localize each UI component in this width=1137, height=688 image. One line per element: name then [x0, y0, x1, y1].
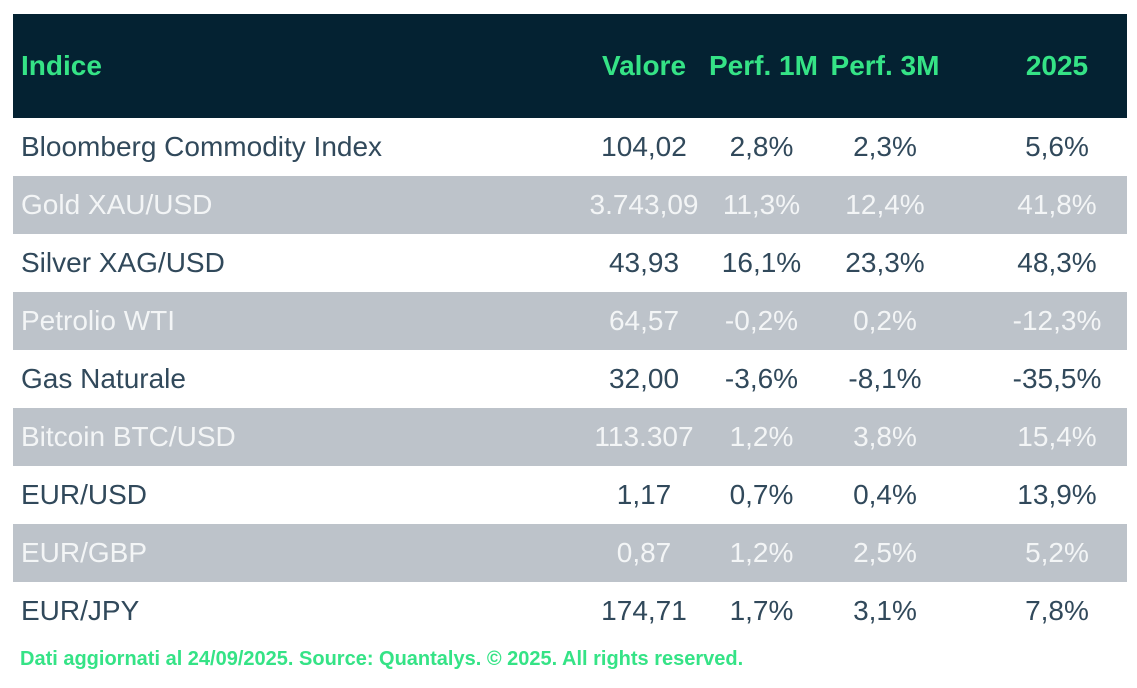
value-cell: 3.743,09 — [589, 189, 699, 220]
index-name-cell: Silver XAG/USD — [21, 247, 225, 278]
footer-note: Dati aggiornati al 24/09/2025. Source: Q… — [20, 648, 744, 670]
table-row: Petrolio WTI 64,57 -0,2% 0,2% -12,3% — [13, 292, 1127, 350]
index-name-cell: EUR/JPY — [21, 595, 140, 626]
value-cell: 1,2% — [729, 537, 794, 568]
value-cell: 12,4% — [845, 189, 925, 220]
value-cell: 7,8% — [1025, 595, 1089, 626]
value-cell: 1,2% — [729, 421, 794, 452]
column-header-indice: Indice — [21, 50, 102, 81]
value-cell: 3,8% — [853, 421, 917, 452]
table-row: Silver XAG/USD 43,93 16,1% 23,3% 48,3% — [13, 234, 1127, 292]
value-cell: -35,5% — [1012, 363, 1102, 394]
value-cell: 13,9% — [1017, 479, 1097, 510]
value-cell: 32,00 — [608, 363, 680, 394]
index-name-cell: EUR/GBP — [21, 537, 148, 568]
value-cell: 0,2% — [853, 305, 917, 336]
value-cell: 43,93 — [608, 247, 680, 278]
value-cell: 2,5% — [853, 537, 917, 568]
value-cell: 5,6% — [1025, 131, 1089, 162]
value-cell: 15,4% — [1017, 421, 1097, 452]
column-header-perf-3m: Perf. 3M — [830, 50, 940, 81]
table-row: Bloomberg Commodity Index 104,02 2,8% 2,3% 5… — [13, 118, 1127, 176]
value-cell: 5,2% — [1025, 537, 1089, 568]
value-cell: 0,87 — [616, 537, 672, 568]
value-cell: 16,1% — [721, 247, 802, 278]
value-cell: 174,71 — [601, 595, 687, 626]
table-row: EUR/USD 1,17 0,7% 0,4% 13,9% — [13, 466, 1127, 524]
index-name-cell: EUR/USD — [21, 479, 148, 510]
value-cell: -3,6% — [724, 363, 799, 394]
value-cell: -12,3% — [1012, 305, 1102, 336]
column-header-valore: Valore — [601, 50, 687, 81]
value-cell: -0,2% — [724, 305, 799, 336]
index-name-cell: Bitcoin BTC/USD — [21, 421, 236, 452]
value-cell: 2,8% — [729, 131, 794, 162]
value-cell: 1,17 — [616, 479, 672, 510]
column-header-2025: 2025 — [1025, 50, 1089, 81]
value-cell: 11,3% — [722, 189, 801, 220]
table-row: Gas Naturale 32,00 -3,6% -8,1% -35,5% — [13, 350, 1127, 408]
column-header-perf-1m: Perf. 1M — [709, 50, 818, 81]
table-row: Bitcoin BTC/USD 113.307 1,2% 3,8% 15,4% — [13, 408, 1127, 466]
index-name-cell: Bloomberg Commodity Index — [21, 131, 383, 162]
table-row: EUR/GBP 0,87 1,2% 2,5% 5,2% — [13, 524, 1127, 582]
value-cell: 104,02 — [601, 131, 687, 162]
value-cell: 23,3% — [845, 247, 925, 278]
index-name-cell: Petrolio WTI — [21, 305, 176, 336]
table-row: Gold XAU/USD 3.743,09 11,3% 12,4% 41,8% — [13, 176, 1127, 234]
value-cell: 113.307 — [594, 421, 694, 452]
market-indices-table: Indice Valore Perf. 1M Perf. 3M 2025 Blo… — [13, 14, 1127, 640]
value-cell: -8,1% — [848, 363, 922, 394]
value-cell: 64,57 — [608, 305, 680, 336]
table-header-row: Indice Valore Perf. 1M Perf. 3M 2025 — [13, 14, 1127, 118]
value-cell: 48,3% — [1017, 247, 1097, 278]
table-body: Bloomberg Commodity Index 104,02 2,8% 2,3% 5… — [13, 118, 1127, 640]
value-cell: 2,3% — [853, 131, 917, 162]
value-cell: 41,8% — [1017, 189, 1097, 220]
index-name-cell: Gas Naturale — [21, 363, 186, 394]
value-cell: 0,4% — [853, 479, 917, 510]
table-row: EUR/JPY 174,71 1,7% 3,1% 7,8% — [13, 582, 1127, 640]
index-name-cell: Gold XAU/USD — [21, 189, 213, 220]
value-cell: 3,1% — [853, 595, 917, 626]
value-cell: 0,7% — [729, 479, 794, 510]
value-cell: 1,7% — [729, 595, 794, 626]
